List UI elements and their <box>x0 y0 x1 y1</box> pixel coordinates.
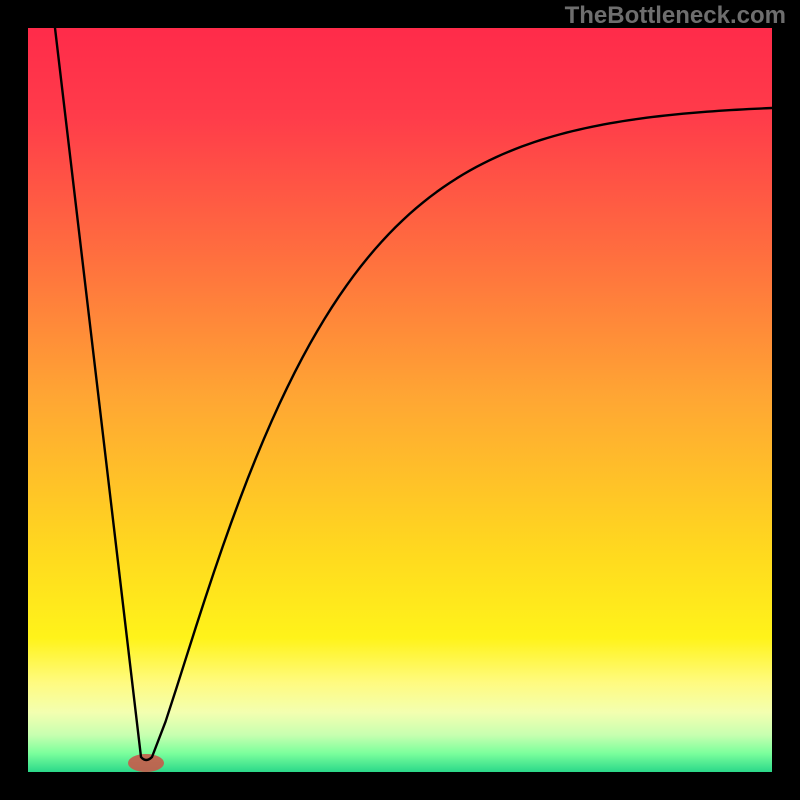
watermark-text: TheBottleneck.com <box>565 2 786 30</box>
minimum-marker <box>128 754 164 772</box>
chart-container: TheBottleneck.com <box>0 0 800 800</box>
gradient-background <box>28 28 772 772</box>
chart-svg <box>0 0 800 800</box>
